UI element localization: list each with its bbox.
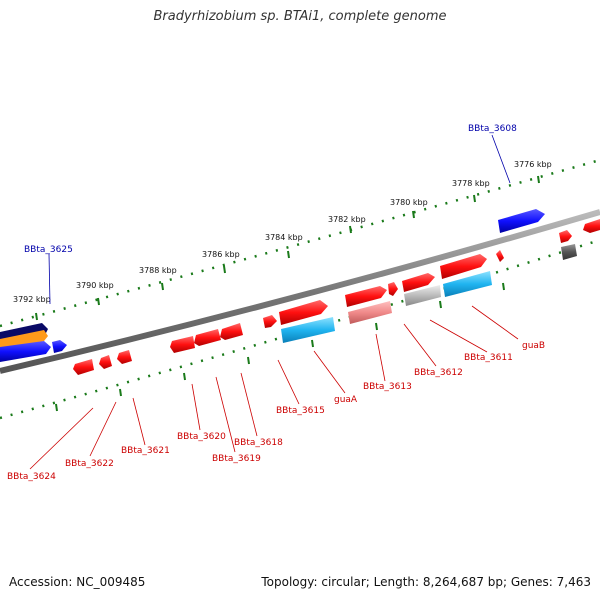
- scale-label: 3776 kbp: [514, 160, 552, 169]
- bottom-strand-genes: [73, 230, 577, 375]
- gene-arrow: [170, 336, 195, 353]
- scale-label: 3780 kbp: [390, 198, 428, 207]
- scale-label: 3790 kbp: [76, 281, 114, 290]
- gene-label: BBta_3613: [363, 382, 412, 392]
- gene-labels-bottom: guaB BBta_3611 BBta_3612 BBta_3613 guaA …: [7, 341, 545, 482]
- gene-label: BBta_3620: [177, 432, 226, 442]
- gene-arrow: [402, 273, 435, 292]
- leader-lines-bottom: [29, 305, 519, 470]
- scale-label: 3786 kbp: [202, 250, 240, 259]
- gene-arrow: [0, 341, 51, 362]
- gene-arrow: [404, 285, 441, 306]
- gene-label: BBta_3619: [212, 454, 261, 464]
- scale-label: 3782 kbp: [328, 215, 366, 224]
- gene-label: BBta_3612: [414, 368, 463, 378]
- gene-arrow: [194, 329, 221, 346]
- gene-arrow: [496, 250, 504, 262]
- outer-scale-arc: [0, 158, 600, 328]
- gene-arrow: [345, 286, 387, 307]
- gene-arrow: [99, 355, 112, 369]
- gene-arrow: [583, 219, 600, 233]
- gene-arrow: [440, 254, 487, 279]
- gene-arrow: [281, 317, 335, 343]
- gene-arrow: [559, 230, 572, 243]
- map-title: Bradyrhizobium sp. BTAi1, complete genom…: [153, 9, 447, 24]
- gene-arrow: [220, 323, 243, 340]
- genome-summary-text: Topology: circular; Length: 8,264,687 bp…: [261, 575, 591, 589]
- gene-label: BBta_3618: [234, 438, 283, 448]
- outer-major-ticks: [35, 175, 540, 321]
- accession-text: Accession: NC_009485: [9, 575, 146, 589]
- leader-lines-top: [48, 134, 511, 305]
- gene-arrow: [73, 359, 94, 375]
- gene-labels-top: BBta_3608 BBta_3625: [24, 124, 517, 255]
- gene-arrow: [498, 209, 545, 233]
- gene-label: BBta_3608: [468, 124, 517, 134]
- scale-labels: 3776 kbp 3778 kbp 3780 kbp 3782 kbp 3784…: [13, 160, 552, 304]
- gene-label: BBta_3625: [24, 245, 73, 255]
- genome-backbone: [0, 209, 600, 374]
- gene-arrow: [117, 350, 132, 364]
- gene-arrow: [0, 330, 48, 350]
- gene-label: BBta_3611: [464, 353, 513, 363]
- gene-arrow: [443, 271, 492, 297]
- gene-label: BBta_3622: [65, 459, 114, 469]
- gene-label: BBta_3621: [121, 446, 170, 456]
- gene-arrow: [263, 315, 277, 328]
- gene-arrow: [52, 340, 67, 353]
- scale-label: 3788 kbp: [139, 266, 177, 275]
- gene-arrow: [561, 244, 577, 260]
- gene-arrow: [348, 301, 392, 324]
- gene-arrow: [279, 300, 328, 325]
- gene-label: BBta_3624: [7, 472, 56, 482]
- gene-label: guaA: [334, 395, 358, 405]
- gene-label: BBta_3615: [276, 406, 325, 416]
- scale-label: 3792 kbp: [13, 295, 51, 304]
- scale-label: 3778 kbp: [452, 179, 490, 188]
- top-strand-genes: [0, 209, 600, 362]
- gene-label: guaB: [522, 341, 545, 351]
- gene-arrow: [388, 282, 398, 296]
- scale-label: 3784 kbp: [265, 233, 303, 242]
